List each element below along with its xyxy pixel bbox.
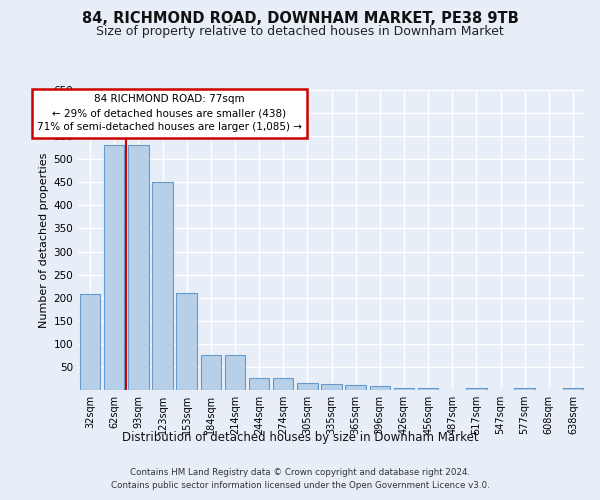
Bar	[249, 378, 269, 390]
Text: Size of property relative to detached houses in Downham Market: Size of property relative to detached ho…	[96, 25, 504, 38]
Bar	[176, 293, 197, 390]
Bar	[152, 182, 173, 390]
Bar	[200, 355, 221, 390]
Bar	[563, 388, 583, 390]
Text: 84 RICHMOND ROAD: 77sqm
← 29% of detached houses are smaller (438)
71% of semi-d: 84 RICHMOND ROAD: 77sqm ← 29% of detache…	[37, 94, 302, 132]
Bar	[224, 355, 245, 390]
Bar	[370, 386, 390, 390]
Bar	[128, 146, 149, 390]
Bar	[466, 388, 487, 390]
Bar	[321, 384, 342, 390]
Bar	[104, 146, 124, 390]
Text: Contains public sector information licensed under the Open Government Licence v3: Contains public sector information licen…	[110, 482, 490, 490]
Bar	[514, 388, 535, 390]
Bar	[394, 388, 414, 390]
Bar	[80, 294, 100, 390]
Text: Distribution of detached houses by size in Downham Market: Distribution of detached houses by size …	[122, 431, 478, 444]
Bar	[273, 378, 293, 390]
Text: 84, RICHMOND ROAD, DOWNHAM MARKET, PE38 9TB: 84, RICHMOND ROAD, DOWNHAM MARKET, PE38 …	[82, 11, 518, 26]
Y-axis label: Number of detached properties: Number of detached properties	[39, 152, 49, 328]
Bar	[297, 383, 317, 390]
Bar	[346, 386, 366, 390]
Bar	[418, 388, 439, 390]
Text: Contains HM Land Registry data © Crown copyright and database right 2024.: Contains HM Land Registry data © Crown c…	[130, 468, 470, 477]
